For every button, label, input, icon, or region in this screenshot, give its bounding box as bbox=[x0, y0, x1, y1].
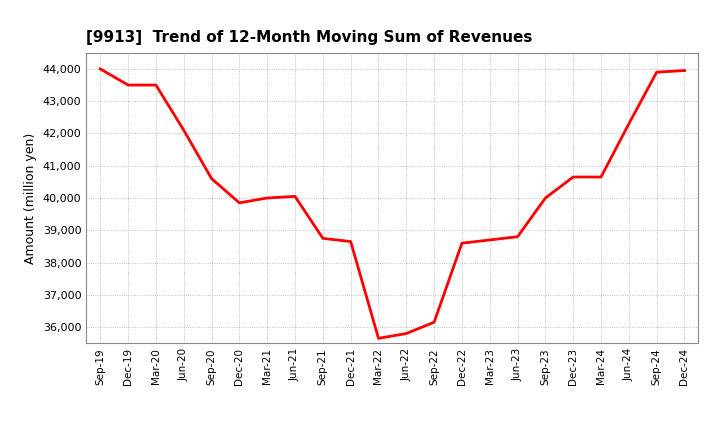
Text: [9913]  Trend of 12-Month Moving Sum of Revenues: [9913] Trend of 12-Month Moving Sum of R… bbox=[86, 29, 533, 45]
Y-axis label: Amount (million yen): Amount (million yen) bbox=[24, 132, 37, 264]
